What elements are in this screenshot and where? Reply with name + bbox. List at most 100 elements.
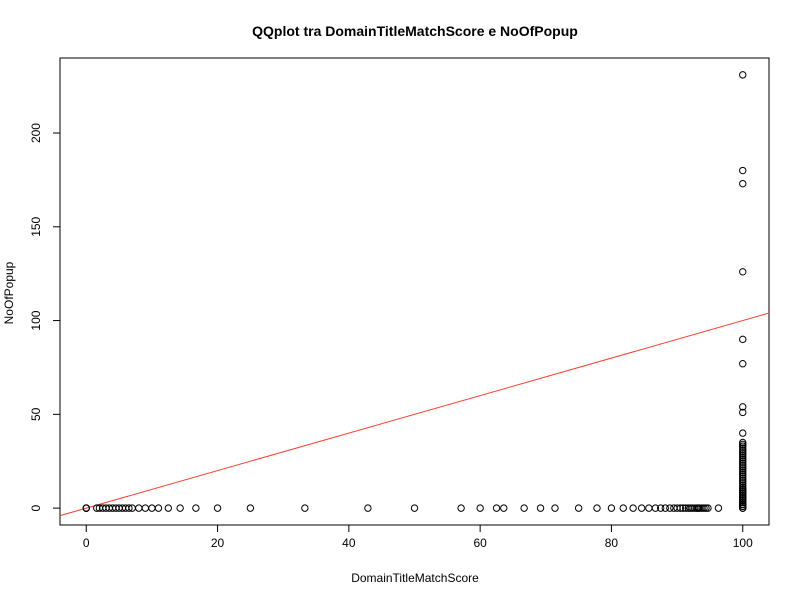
y-axis-label: NoOfPopup bbox=[2, 261, 16, 324]
data-point bbox=[679, 504, 687, 512]
y-tick-label: 200 bbox=[29, 123, 43, 143]
data-point bbox=[739, 491, 747, 499]
x-axis-label: DomainTitleMatchScore bbox=[351, 571, 479, 585]
data-point bbox=[661, 504, 669, 512]
data-point bbox=[135, 504, 143, 512]
data-point bbox=[739, 493, 747, 501]
data-point bbox=[739, 453, 747, 462]
data-point bbox=[739, 500, 747, 509]
data-point bbox=[739, 474, 747, 482]
x-tick-label: 40 bbox=[342, 536, 356, 550]
data-point bbox=[739, 408, 747, 417]
points-group bbox=[82, 71, 747, 512]
data-point bbox=[739, 455, 747, 464]
plot-box bbox=[59, 57, 770, 526]
data-point bbox=[739, 335, 747, 344]
data-point bbox=[410, 504, 419, 512]
data-point bbox=[500, 504, 508, 512]
data-point bbox=[739, 468, 747, 477]
data-point bbox=[739, 179, 747, 188]
data-point bbox=[739, 470, 747, 479]
reference-line bbox=[59, 312, 770, 517]
data-point bbox=[656, 504, 665, 512]
data-point bbox=[739, 483, 747, 492]
x-tick-label: 0 bbox=[83, 536, 90, 550]
data-point bbox=[739, 268, 747, 276]
data-point bbox=[739, 487, 747, 495]
data-point bbox=[739, 440, 747, 449]
data-point bbox=[739, 478, 747, 486]
data-point bbox=[702, 504, 710, 512]
y-axis: 0 50 100 150 200 bbox=[29, 123, 61, 511]
data-point bbox=[651, 504, 660, 512]
data-point bbox=[739, 461, 747, 469]
data-point bbox=[739, 495, 747, 503]
y-tick-label: 0 bbox=[29, 504, 43, 511]
data-point bbox=[364, 504, 372, 512]
data-point bbox=[739, 450, 747, 458]
data-point bbox=[551, 504, 559, 512]
data-point bbox=[148, 504, 156, 512]
data-point bbox=[739, 166, 747, 175]
data-point bbox=[246, 504, 255, 512]
data-point bbox=[739, 403, 747, 411]
data-point bbox=[164, 504, 173, 512]
x-tick-label: 80 bbox=[605, 536, 619, 550]
data-point bbox=[739, 504, 747, 512]
data-point bbox=[574, 504, 583, 512]
data-point bbox=[476, 504, 484, 512]
x-tick-label: 60 bbox=[473, 536, 487, 550]
data-point bbox=[739, 466, 747, 475]
data-point bbox=[714, 504, 723, 512]
data-point bbox=[645, 504, 653, 512]
data-point bbox=[739, 463, 747, 471]
data-point bbox=[154, 504, 163, 512]
data-point bbox=[739, 476, 747, 484]
data-point bbox=[676, 504, 685, 512]
data-point bbox=[739, 71, 747, 79]
data-point bbox=[739, 442, 747, 450]
data-point bbox=[739, 459, 747, 467]
data-point bbox=[301, 504, 309, 512]
data-point bbox=[739, 481, 747, 490]
data-point bbox=[739, 465, 747, 473]
chart-title: QQplot tra DomainTitleMatchScore e NoOfP… bbox=[252, 23, 578, 39]
data-point bbox=[739, 360, 747, 368]
data-point bbox=[739, 472, 747, 480]
data-point bbox=[739, 451, 747, 460]
data-point bbox=[739, 457, 747, 465]
data-point bbox=[520, 504, 528, 512]
data-point bbox=[739, 498, 747, 507]
data-point bbox=[739, 438, 747, 447]
data-point bbox=[457, 504, 465, 512]
data-point bbox=[619, 504, 627, 512]
data-point bbox=[536, 504, 545, 512]
data-point bbox=[637, 504, 646, 512]
x-tick-label: 20 bbox=[211, 536, 225, 550]
data-point bbox=[739, 489, 747, 497]
y-tick-label: 150 bbox=[29, 216, 43, 236]
y-tick-label: 100 bbox=[29, 310, 43, 330]
data-point bbox=[700, 504, 708, 512]
data-point bbox=[192, 504, 200, 512]
x-axis: 0 20 40 60 80 100 bbox=[83, 524, 753, 550]
data-point bbox=[739, 448, 747, 456]
data-point bbox=[213, 504, 222, 512]
y-tick-label: 50 bbox=[29, 407, 43, 421]
x-tick-label: 100 bbox=[733, 536, 753, 550]
data-point bbox=[739, 444, 747, 452]
data-point bbox=[629, 504, 637, 512]
data-point bbox=[607, 504, 616, 512]
data-point bbox=[82, 504, 90, 512]
data-point bbox=[666, 504, 674, 512]
data-point bbox=[141, 504, 150, 512]
data-point bbox=[739, 429, 747, 437]
data-point bbox=[739, 485, 747, 494]
data-point bbox=[739, 502, 747, 510]
data-point bbox=[492, 504, 501, 512]
data-point bbox=[125, 504, 133, 512]
data-point bbox=[739, 446, 747, 454]
reference-line-group bbox=[59, 312, 770, 517]
data-point bbox=[704, 504, 712, 512]
